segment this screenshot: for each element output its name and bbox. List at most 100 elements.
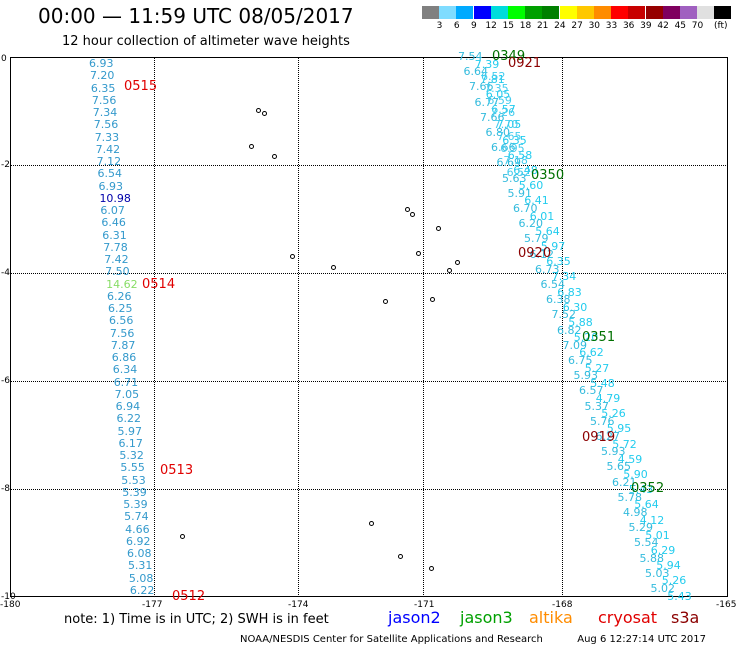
- wave-height-label: 7.39: [474, 57, 500, 71]
- wave-height-label: 6.73: [535, 262, 560, 276]
- wave-height-label: 4.98: [623, 506, 648, 519]
- wave-height-label: 5.64: [634, 498, 659, 512]
- pass-time-label: 0512: [172, 589, 206, 604]
- wave-height-label: 5.94: [656, 559, 681, 573]
- island-marker: [256, 108, 261, 113]
- wave-height-label: 5.88: [568, 316, 593, 329]
- wave-height-label: 6.64: [463, 65, 489, 79]
- wave-height-label: 6.07: [100, 204, 125, 217]
- colorbar-swatch: [697, 6, 715, 19]
- colorbar-label: 21: [536, 21, 549, 31]
- colorbar-swatch: [559, 6, 577, 19]
- colorbar-swatch: [473, 6, 491, 19]
- colorbar-label: 15: [502, 21, 515, 31]
- island-marker: [405, 207, 410, 212]
- y-tick-label: -6: [1, 376, 10, 386]
- wave-height-label: 6.93: [89, 57, 114, 70]
- colorbar-label: 18: [519, 21, 532, 31]
- chart-title: 00:00 — 11:59 UTC 08/05/2017: [38, 4, 354, 28]
- pass-time-label: 0921: [508, 56, 542, 71]
- colorbar-swatch: [490, 6, 508, 19]
- colorbar-label: 36: [622, 21, 635, 31]
- colorbar-swatch: [662, 6, 680, 19]
- wave-height-label: 6.34: [112, 363, 138, 377]
- wave-height-label: 6.38: [546, 293, 571, 307]
- wave-height-label: 5.26: [661, 574, 687, 588]
- wave-height-label: 6.21: [612, 475, 637, 489]
- grid-line-vertical: [562, 57, 563, 597]
- island-marker: [447, 268, 452, 273]
- wave-height-label: 6.59: [487, 94, 512, 107]
- wave-height-label: 7.70: [493, 118, 519, 131]
- wave-height-label: 5.27: [584, 361, 610, 375]
- wave-height-label: 5.43: [667, 589, 692, 603]
- wave-height-label: 7.33: [94, 130, 120, 144]
- credit-footer: NOAA/NESDIS Center for Satellite Applica…: [240, 634, 706, 645]
- wave-height-label: 6.12: [529, 247, 555, 261]
- colorbar-label: 27: [571, 21, 583, 31]
- wave-height-label: 5.29: [628, 521, 654, 535]
- wave-height-label: 6.25: [108, 302, 133, 315]
- colorbar-swatch: [508, 6, 525, 19]
- wave-height-label: 5.76: [590, 414, 615, 428]
- wave-height-label: 6.35: [502, 133, 527, 147]
- wave-height-label: 5.72: [612, 437, 637, 451]
- colorbar-swatch: [525, 6, 543, 19]
- wave-height-label: 7.65: [497, 130, 522, 143]
- pass-time-label: 0349: [492, 49, 526, 64]
- wave-height-label: 5.63: [502, 171, 527, 185]
- wave-height-label: 6.58: [507, 148, 533, 162]
- wave-height-label: 5.20: [573, 331, 599, 345]
- wave-height-label: 6.82: [557, 323, 582, 337]
- grid-line-horizontal: [10, 489, 728, 490]
- wave-height-label: 5.79: [524, 232, 549, 246]
- colorbar-swatch: [594, 6, 611, 19]
- wave-height-label: 6.20: [518, 217, 544, 231]
- y-tick-label: -2: [1, 160, 10, 170]
- wave-height-label: 5.91: [507, 186, 533, 200]
- island-marker: [430, 297, 435, 302]
- colorbar-unit: (ft): [714, 21, 728, 31]
- wave-height-label: 6.70: [513, 202, 538, 215]
- island-marker: [416, 251, 421, 256]
- wave-height-label: 4.79: [595, 392, 621, 405]
- wave-height-label: 5.88: [639, 551, 665, 565]
- colorbar-swatch: [576, 6, 594, 19]
- wave-height-label: 6.35: [546, 255, 571, 269]
- credit-text: NOAA/NESDIS Center for Satellite Applica…: [240, 634, 543, 645]
- wave-height-label: 4.12: [639, 513, 665, 527]
- y-tick-label: 0: [1, 54, 7, 64]
- satellite-name: jason3: [460, 608, 513, 627]
- colorbar-label: 30: [588, 21, 601, 31]
- pass-time-label: 0350: [531, 168, 565, 183]
- wave-height-label: 5.65: [606, 460, 632, 474]
- wave-height-label: 6.71: [113, 375, 139, 389]
- wave-height-label: 6.22: [116, 412, 142, 426]
- colorbar-label: 42: [657, 21, 669, 31]
- satellite-name: s3a: [671, 608, 700, 627]
- wave-height-label: 7.12: [96, 155, 122, 168]
- satellite-name: cryosat: [598, 608, 658, 627]
- wave-height-label: 5.54: [634, 536, 659, 550]
- wave-height-label: 6.80: [485, 126, 511, 139]
- colorbar-swatch: [456, 6, 474, 19]
- y-tick-label: -10: [1, 592, 16, 602]
- wave-height-label: 6.93: [98, 179, 124, 193]
- wave-height-label: 6.75: [568, 354, 593, 367]
- colorbar-label: 9: [471, 21, 477, 31]
- island-marker: [398, 554, 403, 559]
- wave-height-label: 5.02: [650, 582, 676, 595]
- colorbar-swatch: [422, 6, 439, 19]
- wave-height-label: 6.95: [500, 142, 525, 155]
- wave-height-label: 5.08: [128, 571, 154, 585]
- wave-height-label: 6.29: [650, 544, 676, 557]
- pass-time-label: 0351: [582, 330, 616, 345]
- satellite-name: jason2: [388, 608, 441, 627]
- wave-height-label: 7.54: [458, 50, 483, 63]
- wave-height-label: 6.26: [107, 289, 132, 303]
- wave-height-label: 6.05: [485, 88, 511, 101]
- wave-height-label: 7.34: [92, 106, 118, 119]
- colorbar-label: 12: [485, 21, 497, 31]
- grid-line-horizontal: [10, 165, 728, 166]
